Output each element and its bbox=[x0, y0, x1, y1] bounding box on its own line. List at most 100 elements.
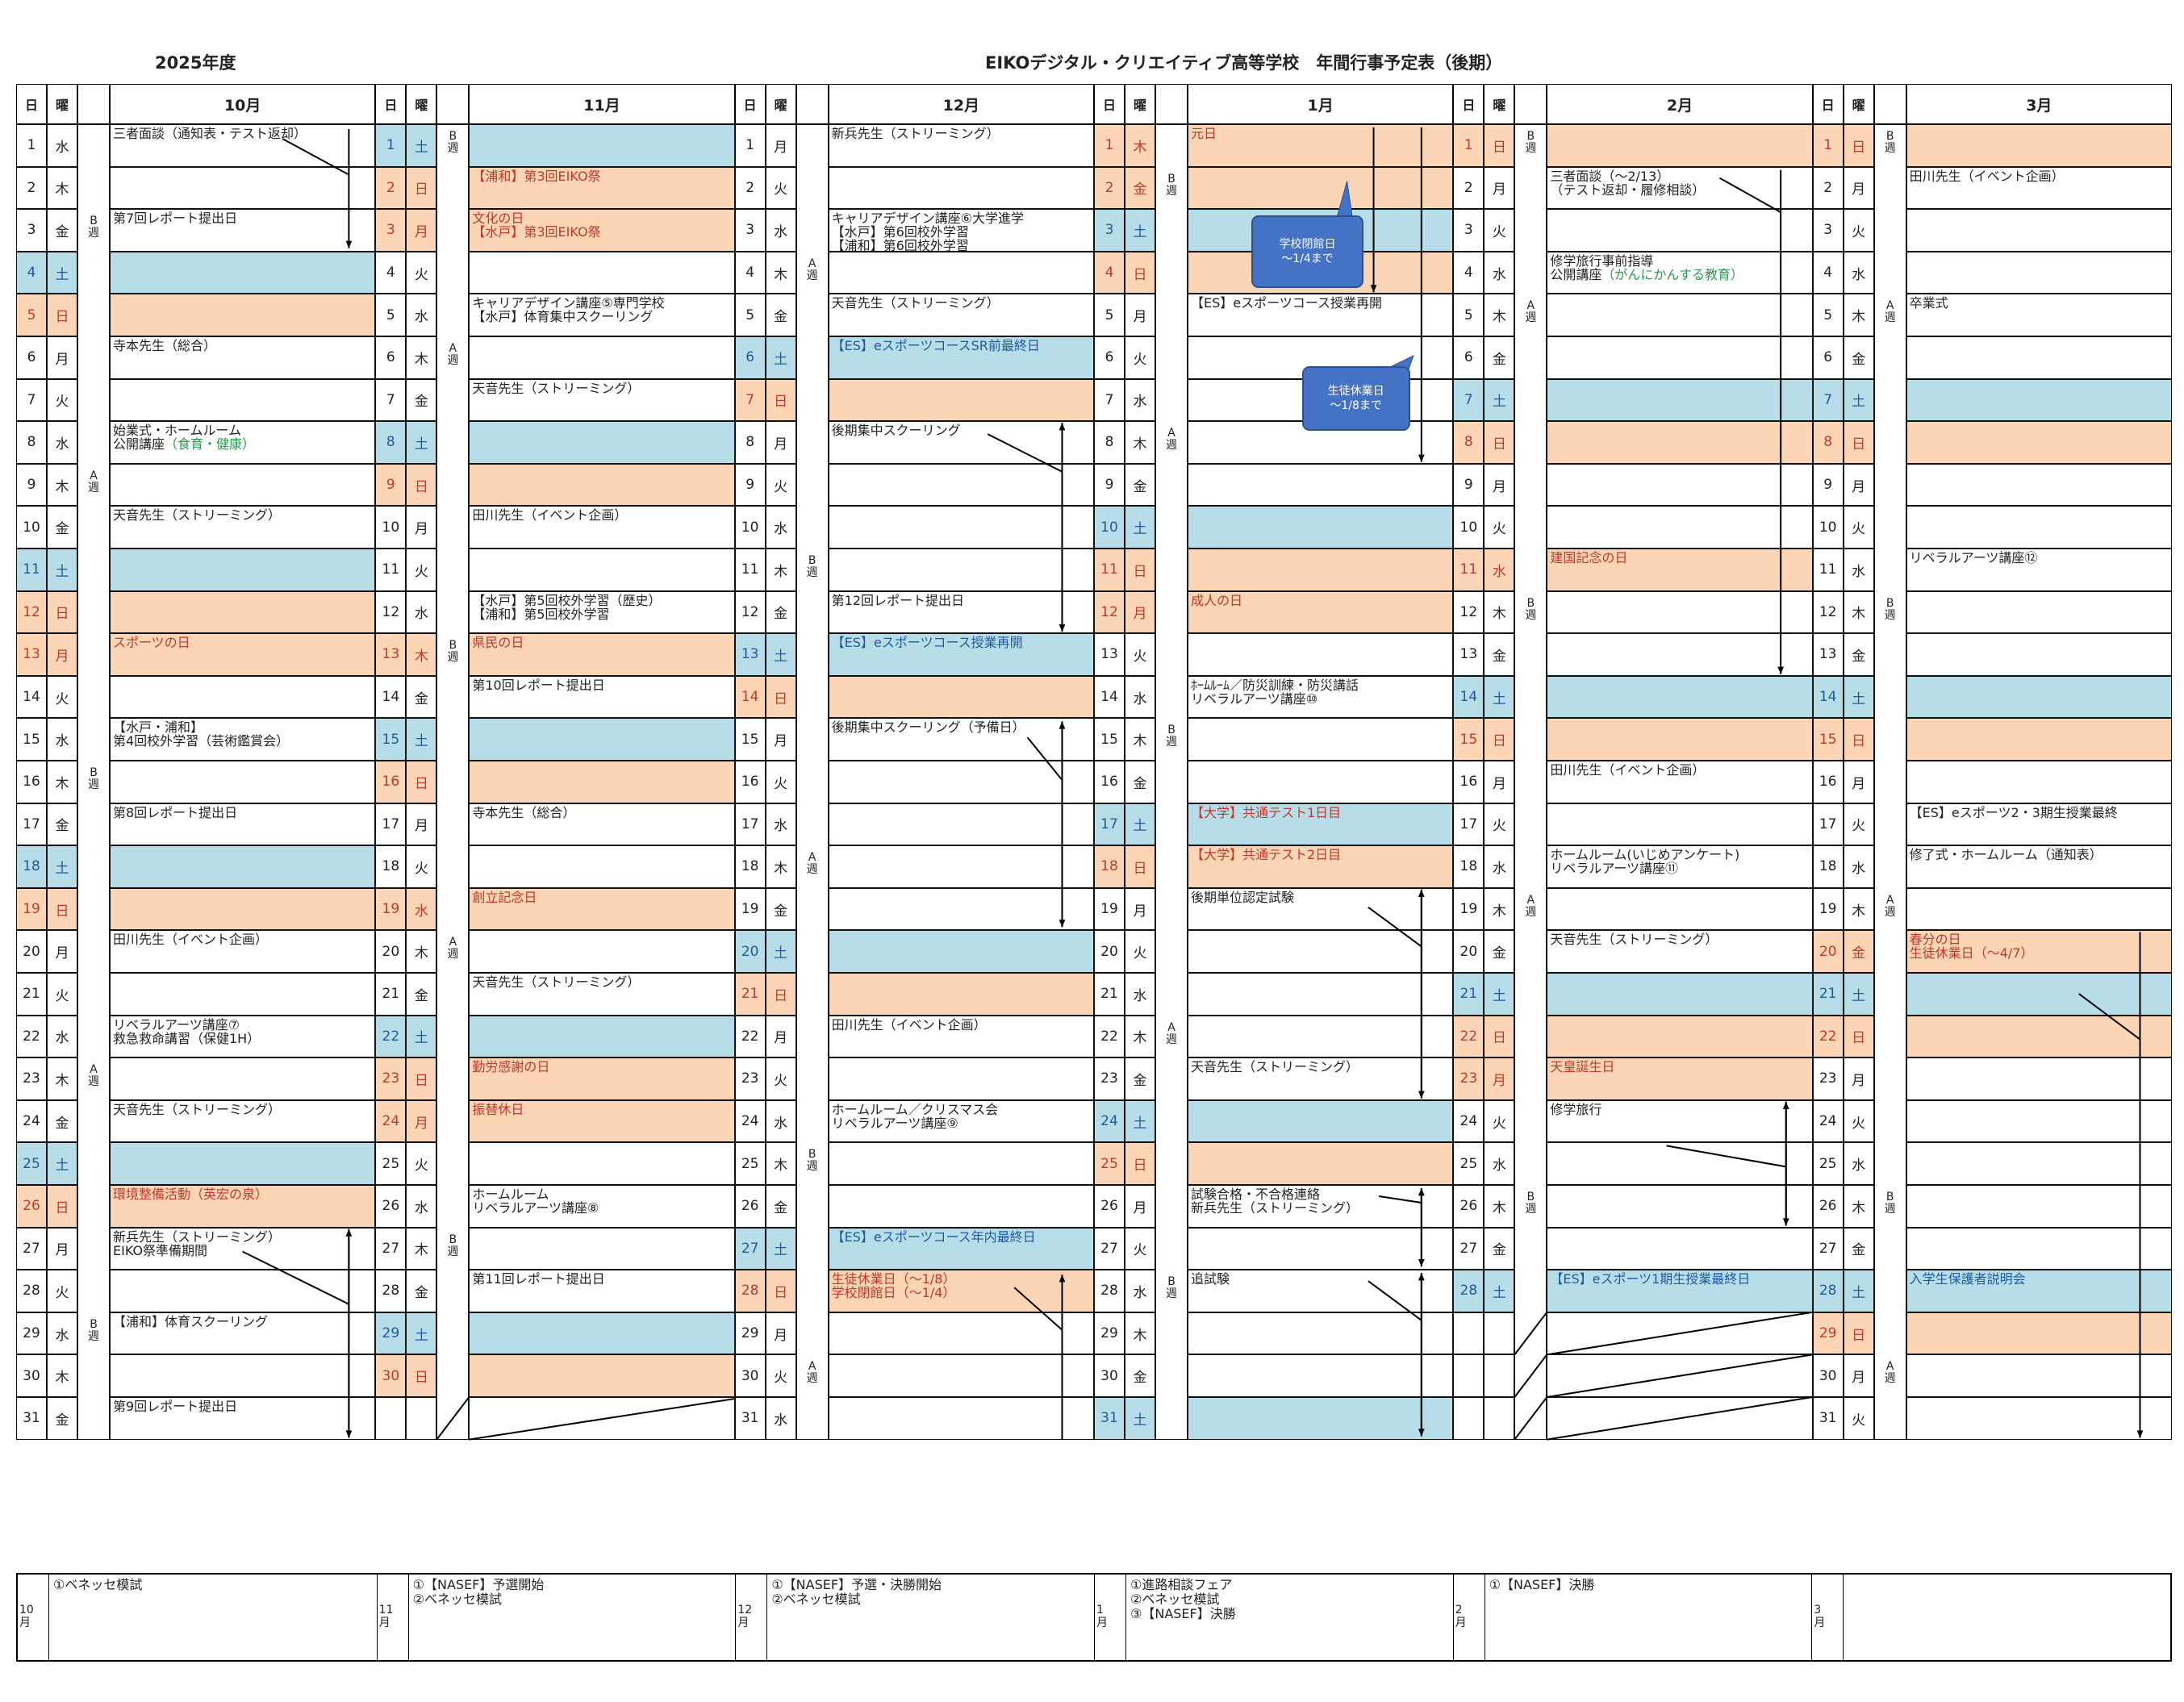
day-number: 3 bbox=[734, 209, 766, 252]
day-number: 3 bbox=[1453, 209, 1485, 252]
day-number: 20 bbox=[734, 930, 766, 973]
weekday: 土 bbox=[1484, 378, 1515, 422]
weekday: 水 bbox=[1843, 251, 1874, 294]
day-number: 19 bbox=[1812, 887, 1844, 931]
event-cell bbox=[110, 549, 376, 591]
event-cell: 後期集中スクーリング（予備日） bbox=[828, 718, 1094, 761]
event-cell bbox=[1547, 973, 1813, 1016]
day-number: 10 bbox=[375, 506, 407, 549]
day-number: 8 bbox=[734, 421, 766, 464]
day-number bbox=[1453, 1354, 1485, 1397]
day-number: 28 bbox=[1094, 1270, 1125, 1312]
weekday: 土 bbox=[406, 1015, 437, 1058]
weekday: 木 bbox=[406, 633, 437, 676]
weekday: 水 bbox=[1125, 378, 1155, 422]
event-line: 第10回レポート提出日 bbox=[472, 677, 605, 693]
weekday: 金 bbox=[1843, 336, 1874, 379]
event-line: 【ES】eスポーツコース年内最終日 bbox=[831, 1229, 1036, 1245]
event-cell bbox=[828, 887, 1094, 931]
day-number: 25 bbox=[1812, 1142, 1844, 1185]
event-cell: 【ES】eスポーツ2・3期生授業最終 bbox=[1906, 803, 2172, 846]
event-line: 追試験 bbox=[1191, 1271, 1230, 1287]
event-cell bbox=[828, 845, 1094, 888]
weekday: 金 bbox=[765, 887, 796, 931]
event-cell bbox=[828, 1057, 1094, 1100]
event-cell bbox=[828, 1354, 1094, 1397]
day-number: 11 bbox=[1453, 549, 1485, 591]
weekday: 月 bbox=[765, 421, 796, 464]
event-line: 【ES】eスポーツコースSR前最終日 bbox=[831, 338, 1040, 353]
weekday: 木 bbox=[406, 930, 437, 973]
year-label: 2025年度 bbox=[155, 53, 236, 73]
weekday: 月 bbox=[1125, 1185, 1155, 1228]
event-cell bbox=[1906, 718, 2172, 761]
event-line: 学校閉館日（～1/4） bbox=[831, 1285, 956, 1301]
weekday: 土 bbox=[47, 1142, 77, 1185]
event-line: 第11回レポート提出日 bbox=[472, 1271, 605, 1287]
event-cell: 田川先生（イベント企画） bbox=[828, 1015, 1094, 1058]
weekday: 水 bbox=[1484, 549, 1515, 591]
event-line: 天音先生（ストリーミング） bbox=[472, 974, 641, 990]
day-number: 19 bbox=[1094, 887, 1125, 931]
day-number: 4 bbox=[1453, 251, 1485, 294]
event-cell: 【ES】eスポーツコース授業再開 bbox=[828, 633, 1094, 676]
event-cell bbox=[110, 590, 376, 634]
day-number: 23 bbox=[16, 1057, 47, 1100]
day-number: 24 bbox=[16, 1099, 47, 1143]
day-number: 14 bbox=[16, 675, 47, 719]
day-number: 13 bbox=[734, 633, 766, 676]
weekday: 水 bbox=[1843, 845, 1874, 888]
event-cell bbox=[110, 1354, 376, 1397]
weekday: 月 bbox=[406, 506, 437, 549]
day-number bbox=[1453, 1312, 1485, 1355]
event-cell bbox=[1906, 1227, 2172, 1270]
day-number: 12 bbox=[375, 590, 407, 634]
event-line: 田川先生（イベント企画） bbox=[113, 932, 269, 948]
day-number: 10 bbox=[1453, 506, 1485, 549]
event-cell: キャリアデザイン講座⑤専門学校 【水戸】体育集中スクーリング bbox=[469, 294, 735, 336]
day-number: 5 bbox=[16, 294, 47, 336]
footer-divider bbox=[766, 1575, 768, 1660]
weekday-column-header: 曜 bbox=[1843, 84, 1874, 124]
event-line: 三者面談（通知表・テスト返却） bbox=[113, 126, 307, 141]
day-number: 23 bbox=[1453, 1057, 1485, 1100]
event-line: 修了式・ホームルーム（通知表） bbox=[1909, 847, 2103, 863]
day-number: 27 bbox=[1812, 1227, 1844, 1270]
event-line: 田川先生（イベント企画） bbox=[1550, 762, 1706, 778]
event-cell: 第8回レポート提出日 bbox=[110, 803, 376, 846]
day-number: 15 bbox=[16, 718, 47, 761]
week-label: A 週 bbox=[1884, 893, 1896, 919]
weekday: 土 bbox=[406, 124, 437, 167]
week-label: A 週 bbox=[447, 342, 459, 367]
event-line: 公開講座（食育・健康） bbox=[113, 437, 372, 451]
day-number: 2 bbox=[1453, 166, 1485, 210]
weekday: 日 bbox=[47, 1185, 77, 1228]
week-label: A 週 bbox=[447, 936, 459, 962]
event-line: 試験合格・不合格連絡 bbox=[1191, 1187, 1321, 1202]
weekday: 木 bbox=[1484, 1185, 1515, 1228]
event-cell bbox=[1547, 887, 1813, 931]
event-cell bbox=[1547, 463, 1813, 507]
month-header: 3月 bbox=[1906, 84, 2172, 124]
week-label: A 週 bbox=[1525, 893, 1537, 919]
day-number: 10 bbox=[16, 506, 47, 549]
event-cell bbox=[828, 506, 1094, 549]
weekday: 日 bbox=[1484, 1015, 1515, 1058]
event-cell: 寺本先生（総合） bbox=[110, 336, 376, 379]
event-cell bbox=[1547, 294, 1813, 336]
event-cell bbox=[1547, 675, 1813, 719]
day-number: 7 bbox=[375, 378, 407, 422]
event-cell bbox=[1547, 336, 1813, 379]
day-number: 16 bbox=[1453, 761, 1485, 803]
event-text: 公開講座 bbox=[113, 436, 165, 453]
weekday: 月 bbox=[406, 803, 437, 846]
event-line: 【水戸・浦和】 bbox=[113, 720, 204, 736]
event-cell bbox=[1906, 761, 2172, 803]
weekday: 日 bbox=[1843, 124, 1874, 167]
event-line: 天音先生（ストリーミング） bbox=[113, 507, 282, 524]
event-cell bbox=[828, 463, 1094, 507]
event-cell bbox=[1906, 1185, 2172, 1228]
weekday: 水 bbox=[1125, 1270, 1155, 1312]
event-cell bbox=[1906, 1312, 2172, 1355]
event-cell bbox=[1188, 1099, 1454, 1143]
